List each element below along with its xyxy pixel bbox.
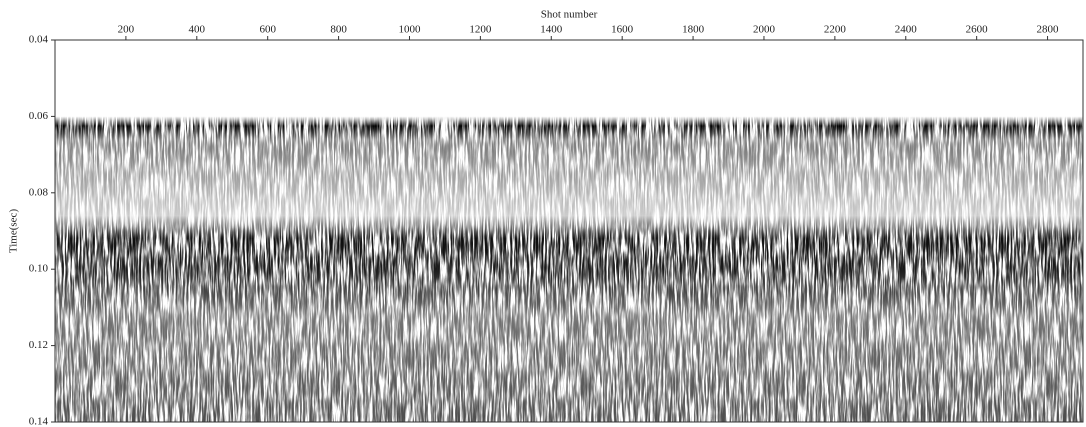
- x-tick-label: 600: [259, 24, 276, 36]
- x-tick-label: 2000: [753, 24, 776, 36]
- x-tick-label: 800: [330, 24, 347, 36]
- x-tick-label: 2400: [895, 24, 918, 36]
- x-tick-label: 1200: [469, 24, 492, 36]
- x-tick-label: 400: [189, 24, 206, 36]
- x-tick-label: 2600: [966, 24, 989, 36]
- y-tick-label: 0.10: [29, 263, 49, 275]
- y-axis-label: Time(sec): [8, 209, 20, 254]
- y-tick-label: 0.04: [29, 34, 49, 46]
- seismic-shading: [55, 40, 1083, 422]
- y-tick-label: 0.12: [29, 339, 48, 351]
- x-tick-label: 1000: [398, 24, 421, 36]
- y-tick-label: 0.08: [29, 186, 49, 198]
- x-tick-label: 2800: [1037, 24, 1060, 36]
- y-tick-label: 0.14: [29, 416, 49, 427]
- x-tick-label: 200: [118, 24, 135, 36]
- y-tick-label: 0.06: [29, 110, 49, 122]
- plot-frame: [54, 39, 1084, 423]
- x-tick-label: 1400: [540, 24, 563, 36]
- x-tick-label: 1600: [611, 24, 634, 36]
- x-tick-label: 2200: [824, 24, 847, 36]
- x-tick-label: 1800: [682, 24, 705, 36]
- x-axis-label: Shot number: [541, 9, 598, 21]
- plot-area: [54, 39, 1084, 423]
